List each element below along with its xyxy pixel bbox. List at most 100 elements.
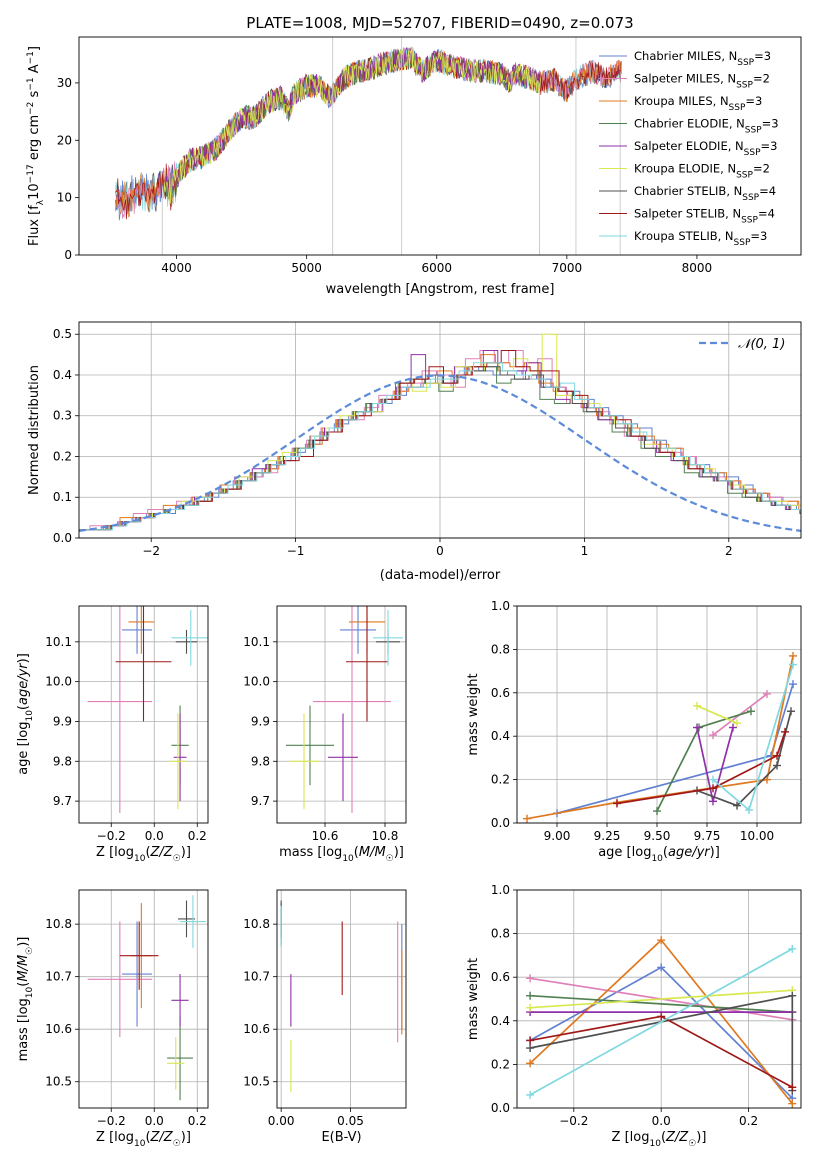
series-line: [616, 731, 786, 805]
histogram-step: [83, 362, 801, 531]
errorbar-point: [177, 900, 196, 938]
series-marker: [526, 1003, 535, 1012]
x-tick-label: −0.2: [97, 1114, 126, 1128]
massweight-vs-age-chart: 9.00 9.25 9.50 9.75 10.00 0.0 0.2 0.4 0.6 0.8 1.0 a…: [466, 599, 802, 864]
y-tick-label: 0.6: [491, 970, 510, 984]
axis-ticks: 0.00 0.05 10.5 10.6 10.7 10.8: [243, 917, 364, 1128]
y-tick-label: 10.7: [45, 970, 72, 984]
series-lines: [523, 651, 797, 823]
y-tick-label: 1.0: [491, 883, 510, 897]
series-marker: [709, 784, 717, 793]
x-tick-label: 0.2: [739, 1114, 758, 1128]
x-tick-label: 10.00: [740, 829, 774, 843]
y-tick-label: 10.5: [243, 1075, 270, 1089]
y-tick-label: 0.0: [53, 531, 72, 545]
y-axis-label: Flux [fλ10−17 erg cm−2 s−1 A−1]: [26, 46, 46, 246]
series-line: [696, 705, 738, 724]
x-axis-label: E(B-V): [321, 1130, 361, 1145]
massweight-vs-metallicity-chart: −0.2 0.0 0.2 0.0 0.2 0.4 0.6 0.8 1.0 Z [log10(Z/Z…: [466, 883, 802, 1149]
spectrum-chart: 4000 5000 6000 7000 8000 0 10 20 30 Chabrier MILE…: [26, 36, 802, 297]
x-axis-label: Z [log10(Z/Z☉)]: [612, 1130, 707, 1149]
y-tick-label: 1.0: [491, 599, 510, 613]
y-tick-label: 0.0: [491, 1101, 510, 1115]
series-marker: [788, 1099, 797, 1108]
x-axis-label: age [log10(age/yr)]: [598, 845, 720, 864]
errorbar-point: [171, 609, 208, 666]
errorbar-point: [289, 713, 319, 810]
errorbar-points: [286, 606, 403, 814]
series-marker: [729, 723, 737, 732]
y-tick-label: 0.2: [53, 449, 72, 463]
series-marker: [693, 723, 701, 732]
spectrum-line: [163, 47, 541, 204]
series-marker: [526, 1044, 535, 1053]
mass-vs-ebv-chart: 0.00 0.05 10.5 10.6 10.7 10.8 E(B-V): [243, 889, 407, 1145]
residual-histogram-chart: −2 −1 0 1 2 0.0 0.1 0.2 0.3 0.4 0.5 𝒩(0, 1) (data-mo…: [27, 321, 802, 583]
y-tick-label: 0.5: [53, 327, 72, 341]
y-tick-label: 9.8: [251, 754, 270, 768]
histogram-series: [79, 333, 801, 532]
histogram-step: [79, 350, 801, 531]
axes-frame: [78, 321, 802, 539]
series-marker: [788, 1083, 797, 1092]
y-tick-label: 10.0: [243, 675, 270, 689]
errorbar-point: [171, 974, 189, 1027]
legend-label: 𝒩(0, 1): [738, 337, 785, 352]
errorbar-point: [115, 606, 172, 722]
x-tick-label: 4000: [161, 261, 192, 275]
y-tick-label: 0.0: [491, 816, 510, 830]
axes-frame: [276, 889, 407, 1109]
errorbar-point: [346, 606, 388, 722]
y-tick-label: 0.4: [491, 1014, 510, 1028]
x-tick-label: 0.0: [145, 829, 164, 843]
errorbar-point: [180, 895, 206, 948]
y-tick-label: 30: [57, 76, 72, 90]
series-marker: [773, 751, 781, 760]
series-marker: [789, 660, 797, 669]
series-marker: [733, 719, 741, 728]
y-tick-label: 10.1: [243, 635, 270, 649]
y-axis-label: mass weight: [466, 673, 481, 755]
y-tick-label: 10.1: [45, 635, 72, 649]
series-marker: [773, 761, 781, 770]
histogram-step: [81, 366, 801, 531]
y-tick-label: 0: [64, 248, 72, 262]
y-tick-label: 10.5: [45, 1075, 72, 1089]
series-marker: [657, 1012, 666, 1021]
y-tick-label: 10.8: [243, 917, 270, 931]
y-tick-label: 0.1: [53, 490, 72, 504]
y-tick-label: 20: [57, 133, 72, 147]
series-line: [529, 948, 793, 1096]
errorbar-point: [87, 921, 153, 1038]
spectrum-legend: Chabrier MILES, NSSP=3 Salpeter MILES, NS…: [599, 49, 779, 248]
legend-label: Chabrier MILES, NSSP=3: [634, 49, 771, 68]
axes-frame: [276, 605, 407, 824]
y-tick-label: 0.4: [491, 729, 510, 743]
series-marker: [787, 707, 795, 716]
errorbar-point: [169, 713, 187, 810]
series-line: [530, 989, 793, 1009]
y-axis-label: Normed distribution: [27, 365, 42, 495]
x-tick-label: 5000: [291, 261, 322, 275]
errorbar-point: [87, 606, 153, 814]
x-tick-label: 9.25: [594, 829, 621, 843]
x-axis-label: (data-model)/error: [380, 568, 501, 583]
series-marker: [747, 707, 755, 716]
series-marker: [763, 775, 771, 784]
series-marker: [523, 814, 531, 823]
y-tick-label: 9.9: [53, 714, 72, 728]
errorbar-point: [167, 1016, 193, 1101]
series-marker: [526, 1036, 535, 1045]
y-axis-label: mass weight: [466, 958, 481, 1040]
axes-frame: [78, 36, 802, 256]
errorbar-point: [313, 606, 391, 814]
x-tick-label: 0: [436, 544, 444, 558]
y-tick-label: 0.6: [491, 686, 510, 700]
series-marker: [788, 991, 797, 1000]
series-marker: [781, 727, 789, 736]
normal-curve: [79, 374, 801, 532]
y-tick-label: 0.3: [53, 409, 72, 423]
series-marker: [789, 651, 797, 660]
y-tick-label: 9.8: [53, 754, 72, 768]
